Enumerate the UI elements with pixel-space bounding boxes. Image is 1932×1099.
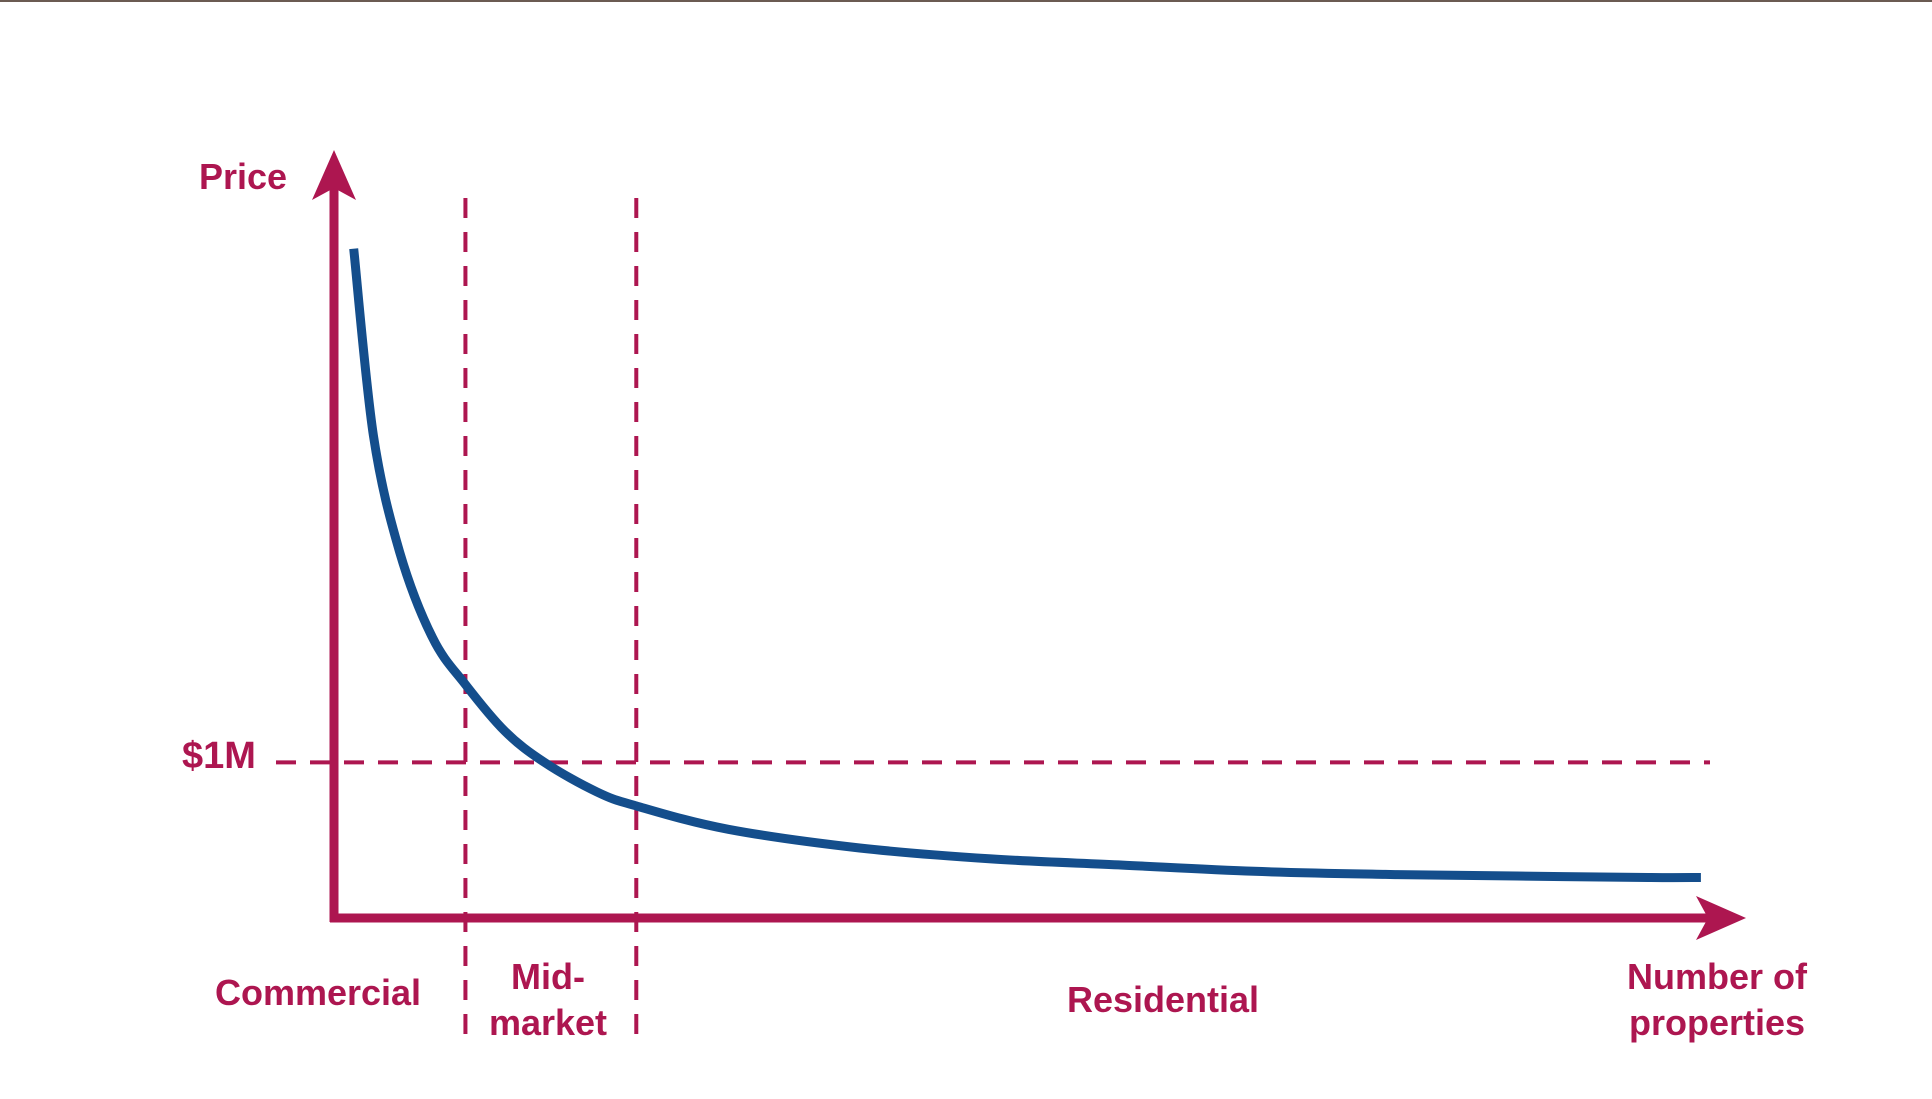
segment-label-residential: Residential [1067,979,1259,1020]
x-axis-label-line1: Number of [1627,956,1808,997]
segment-label-mid-line2: market [489,1002,607,1043]
axes [312,150,1746,940]
x-axis-label-line2: properties [1629,1002,1805,1043]
window-top-edge [0,0,1932,2]
guide-lines [276,198,1710,1038]
segment-label-mid-line1: Mid- [511,956,585,997]
reference-value-label: $1M [182,735,256,777]
price-curve-series [349,248,1701,883]
x-axis-arrow-icon [1696,896,1746,940]
y-axis-label: Price [199,156,287,197]
segment-label-commercial: Commercial [215,972,421,1013]
chart-labels: Price $1M Commercial Mid- market Residen… [182,156,1808,1043]
y-axis-arrow-icon [312,150,356,200]
